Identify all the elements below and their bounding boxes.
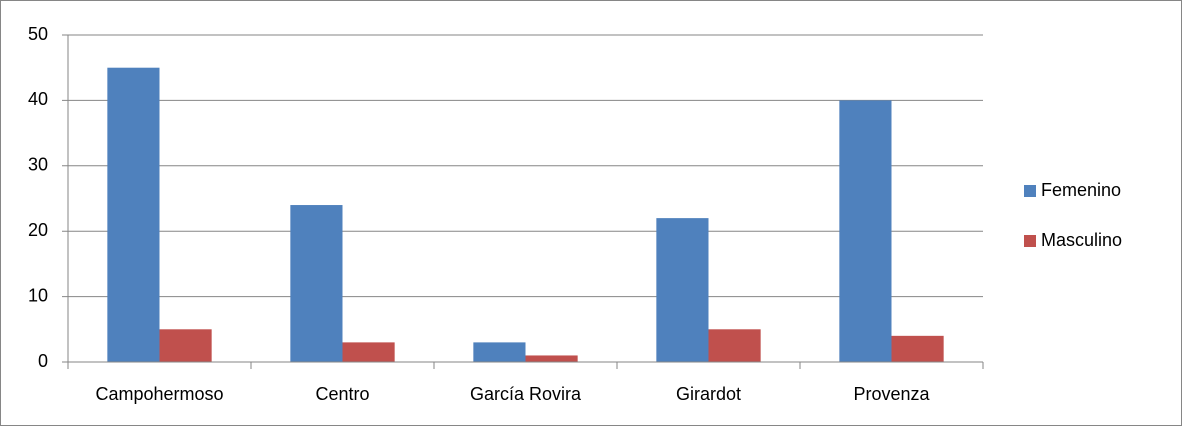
legend-label: Femenino	[1041, 180, 1121, 200]
bar	[656, 218, 709, 362]
bar	[839, 100, 892, 363]
y-tick-label: 30	[28, 155, 48, 175]
legend-swatch	[1024, 185, 1036, 197]
x-tick-label: Campohermoso	[95, 384, 223, 404]
x-tick-label: Provenza	[853, 384, 930, 404]
x-tick-label: Girardot	[676, 384, 741, 404]
x-tick-label: Centro	[315, 384, 369, 404]
x-tick-label: García Rovira	[470, 384, 582, 404]
bar	[290, 205, 343, 362]
y-tick-label: 20	[28, 220, 48, 240]
legend-label: Masculino	[1041, 230, 1122, 250]
bar	[473, 342, 526, 362]
bar	[708, 329, 761, 362]
y-tick-label: 10	[28, 285, 48, 305]
bar	[891, 335, 944, 362]
y-tick-label: 0	[38, 351, 48, 371]
bar	[525, 355, 578, 362]
y-tick-label: 40	[28, 89, 48, 109]
y-tick-label: 50	[28, 24, 48, 44]
bar	[107, 67, 160, 362]
legend-swatch	[1024, 235, 1036, 247]
bar	[159, 329, 212, 362]
bar	[342, 342, 395, 362]
